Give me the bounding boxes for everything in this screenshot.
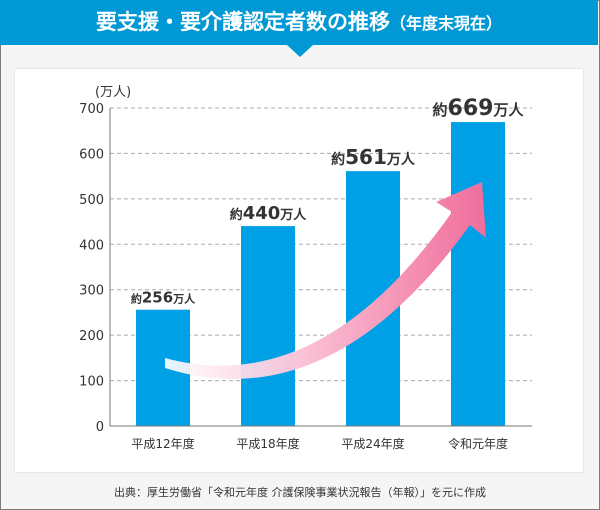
y-tick-label: 500 [79, 193, 104, 208]
data-label-value: 669 [448, 96, 494, 121]
data-label-suffix: 万人 [279, 207, 307, 223]
data-label-prefix: 約 [331, 151, 345, 168]
data-label: 約669万人 [433, 96, 525, 121]
data-label-suffix: 万人 [172, 292, 196, 306]
data-label-prefix: 約 [433, 101, 448, 119]
chart-subtitle: （年度末現在） [389, 14, 502, 33]
x-tick-label: 平成18年度 [236, 436, 299, 451]
y-tick-label: 300 [79, 284, 104, 299]
bar [241, 226, 295, 426]
y-tick-label: 600 [79, 147, 104, 162]
data-label: 約561万人 [331, 145, 416, 169]
x-tick-label: 平成24年度 [341, 436, 404, 451]
data-label-prefix: 約 [131, 292, 142, 306]
bar [451, 122, 505, 426]
x-tick-label: 令和元年度 [448, 436, 508, 451]
y-tick-label: 400 [79, 238, 104, 253]
growth-arrow [165, 182, 486, 379]
data-label: 約256万人 [131, 289, 196, 307]
data-label: 約440万人 [230, 203, 308, 224]
data-label-value: 256 [142, 289, 173, 307]
data-label-suffix: 万人 [386, 151, 416, 168]
data-label-value: 440 [243, 203, 281, 224]
y-tick-label: 700 [79, 102, 104, 117]
data-label-prefix: 約 [230, 207, 243, 223]
y-tick-label: 100 [79, 375, 104, 390]
source-note: 出典：厚生労働省「令和元年度 介護保険事業状況報告（年報）」を元に作成 [114, 486, 486, 499]
chart-header: 要支援・要介護認定者数の推移（年度末現在） [0, 0, 598, 45]
x-tick-label: 平成12年度 [131, 436, 194, 451]
header-pointer [287, 45, 313, 57]
y-tick-label: 200 [79, 329, 104, 344]
y-tick-label: 0 [96, 420, 104, 435]
data-label-suffix: 万人 [492, 101, 524, 119]
y-axis-unit: (万人) [95, 85, 131, 100]
data-label-value: 561 [345, 145, 387, 169]
chart-title: 要支援・要介護認定者数の推移 [95, 10, 390, 34]
